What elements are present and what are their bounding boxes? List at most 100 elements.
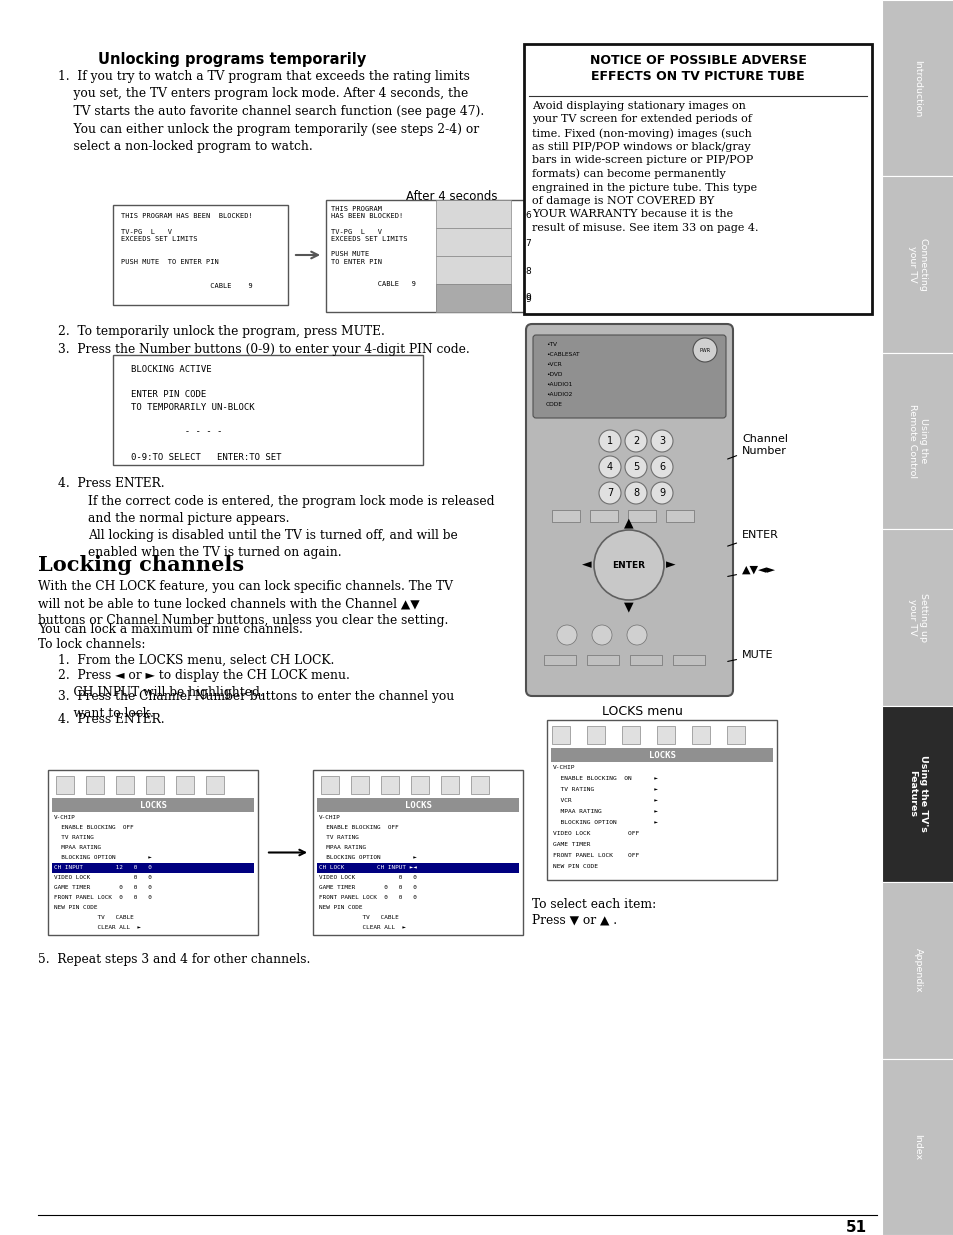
Text: VIDEO LOCK            0   0: VIDEO LOCK 0 0 [54, 876, 152, 881]
Text: LOCKS menu: LOCKS menu [601, 705, 681, 718]
Bar [380, 776, 398, 794]
Text: 7: 7 [525, 238, 531, 247]
Text: TV RATING: TV RATING [54, 835, 93, 840]
Bar [546, 720, 776, 881]
Text: ▲: ▲ [623, 516, 633, 530]
Text: To select each item:: To select each item: [532, 898, 656, 911]
Circle shape [650, 430, 672, 452]
Text: Appendix: Appendix [913, 948, 922, 993]
Text: 8: 8 [632, 488, 639, 498]
Bar [316, 863, 518, 873]
Text: GAME TIMER        0   0   0: GAME TIMER 0 0 0 [318, 885, 416, 890]
Text: V-CHIP: V-CHIP [54, 815, 75, 820]
Text: •TV: •TV [545, 342, 557, 347]
Text: 4.  Press ENTER.: 4. Press ENTER. [58, 713, 165, 726]
Text: ENABLE BLOCKING  ON      ►: ENABLE BLOCKING ON ► [553, 776, 658, 781]
Bar [320, 776, 338, 794]
Bar [552, 726, 569, 743]
Bar [316, 798, 518, 811]
Text: If the correct code is entered, the program lock mode is released
and the normal: If the correct code is entered, the prog… [88, 495, 494, 525]
Bar [116, 776, 133, 794]
FancyBboxPatch shape [525, 324, 732, 697]
Text: V-CHIP: V-CHIP [318, 815, 340, 820]
Text: MPAA RATING: MPAA RATING [54, 845, 101, 850]
Bar [206, 776, 224, 794]
Circle shape [598, 430, 620, 452]
Circle shape [592, 625, 612, 645]
Bar [586, 726, 604, 743]
Text: Setting up
your TV: Setting up your TV [907, 593, 926, 642]
Text: 7: 7 [606, 488, 613, 498]
Text: All locking is disabled until the TV is turned off, and will be
enabled when the: All locking is disabled until the TV is … [88, 529, 457, 559]
Bar [436, 284, 511, 312]
Bar [627, 510, 656, 522]
Text: CH LOCK         CH INPUT ►◄: CH LOCK CH INPUT ►◄ [318, 864, 416, 869]
Bar [589, 510, 618, 522]
Text: 5.  Repeat steps 3 and 4 for other channels.: 5. Repeat steps 3 and 4 for other channe… [38, 953, 310, 966]
Text: 51: 51 [845, 1220, 866, 1235]
Text: Connecting
your TV: Connecting your TV [907, 237, 926, 291]
Text: •VCR: •VCR [545, 362, 561, 367]
Text: CLEAR ALL  ►: CLEAR ALL ► [318, 925, 406, 930]
Bar [112, 205, 288, 305]
Bar [56, 776, 74, 794]
Text: V-CHIP: V-CHIP [553, 764, 575, 769]
Text: ►: ► [665, 558, 675, 572]
Text: NEW PIN CODE: NEW PIN CODE [54, 905, 97, 910]
Text: ▲▼◄►: ▲▼◄► [727, 564, 775, 577]
Text: Index: Index [913, 1134, 922, 1160]
Text: MUTE: MUTE [727, 650, 773, 662]
Text: 8: 8 [525, 267, 531, 275]
Bar [436, 284, 511, 312]
Text: FRONT PANEL LOCK  0   0   0: FRONT PANEL LOCK 0 0 0 [54, 895, 152, 900]
Text: 2.  To temporarily unlock the program, press MUTE.: 2. To temporarily unlock the program, pr… [58, 325, 384, 338]
Text: NOTICE OF POSSIBLE ADVERSE
EFFECTS ON TV PICTURE TUBE: NOTICE OF POSSIBLE ADVERSE EFFECTS ON TV… [589, 54, 805, 83]
Text: 6: 6 [659, 462, 664, 472]
Bar [313, 769, 522, 935]
Circle shape [557, 625, 577, 645]
Text: TV   CABLE: TV CABLE [318, 915, 398, 920]
Text: LOCKS: LOCKS [648, 751, 675, 760]
Text: CH INPUT         12   0   0: CH INPUT 12 0 0 [54, 864, 152, 869]
Bar [586, 655, 618, 664]
Text: FRONT PANEL LOCK  0   0   0: FRONT PANEL LOCK 0 0 0 [318, 895, 416, 900]
Bar [551, 748, 772, 762]
Circle shape [594, 530, 663, 600]
Bar [86, 776, 104, 794]
Text: 4: 4 [606, 462, 613, 472]
Circle shape [598, 456, 620, 478]
Circle shape [624, 430, 646, 452]
Bar [882, 530, 953, 705]
Text: GAME TIMER: GAME TIMER [553, 842, 590, 847]
Circle shape [624, 456, 646, 478]
Bar [665, 510, 693, 522]
Text: Channel
Number: Channel Number [727, 435, 787, 459]
Bar [436, 256, 511, 284]
Text: ENABLE BLOCKING  OFF: ENABLE BLOCKING OFF [54, 825, 133, 830]
Bar [552, 510, 579, 522]
Text: 3.  Press the Number buttons (0-9) to enter your 4-digit PIN code.: 3. Press the Number buttons (0-9) to ent… [58, 343, 469, 356]
Text: 1.  If you try to watch a TV program that exceeds the rating limits
    you set,: 1. If you try to watch a TV program that… [58, 70, 484, 153]
Text: VIDEO LOCK          OFF: VIDEO LOCK OFF [553, 831, 639, 836]
Bar [436, 200, 511, 228]
Text: Avoid displaying stationary images on
your TV screen for extended periods of
tim: Avoid displaying stationary images on yo… [532, 101, 758, 233]
Text: •CABLESAT: •CABLESAT [545, 352, 578, 357]
Text: 2.  Press ◄ or ► to display the CH LOCK menu.
    CH INPUT will be highlighted.: 2. Press ◄ or ► to display the CH LOCK m… [58, 669, 350, 699]
Text: 9: 9 [525, 294, 531, 304]
Bar [882, 0, 953, 177]
Circle shape [650, 456, 672, 478]
Text: THIS PROGRAM
HAS BEEN BLOCKED!

TV-PG  L   V
EXCEEDS SET LIMITS

PUSH MUTE
TO EN: THIS PROGRAM HAS BEEN BLOCKED! TV-PG L V… [331, 206, 416, 287]
Text: CODE: CODE [545, 403, 562, 408]
Bar [882, 705, 953, 882]
Text: CLEAR ALL  ►: CLEAR ALL ► [54, 925, 141, 930]
Text: TV RATING                ►: TV RATING ► [553, 787, 658, 792]
Text: ENTER: ENTER [612, 561, 645, 569]
Text: 1: 1 [606, 436, 613, 446]
Text: 9: 9 [525, 294, 531, 303]
Bar [629, 655, 661, 664]
Bar [436, 228, 511, 256]
Text: VCR                      ►: VCR ► [553, 798, 658, 803]
Text: BLOCKING OPTION         ►: BLOCKING OPTION ► [54, 855, 152, 860]
Text: TV   CABLE: TV CABLE [54, 915, 133, 920]
Text: NEW PIN CODE: NEW PIN CODE [318, 905, 362, 910]
